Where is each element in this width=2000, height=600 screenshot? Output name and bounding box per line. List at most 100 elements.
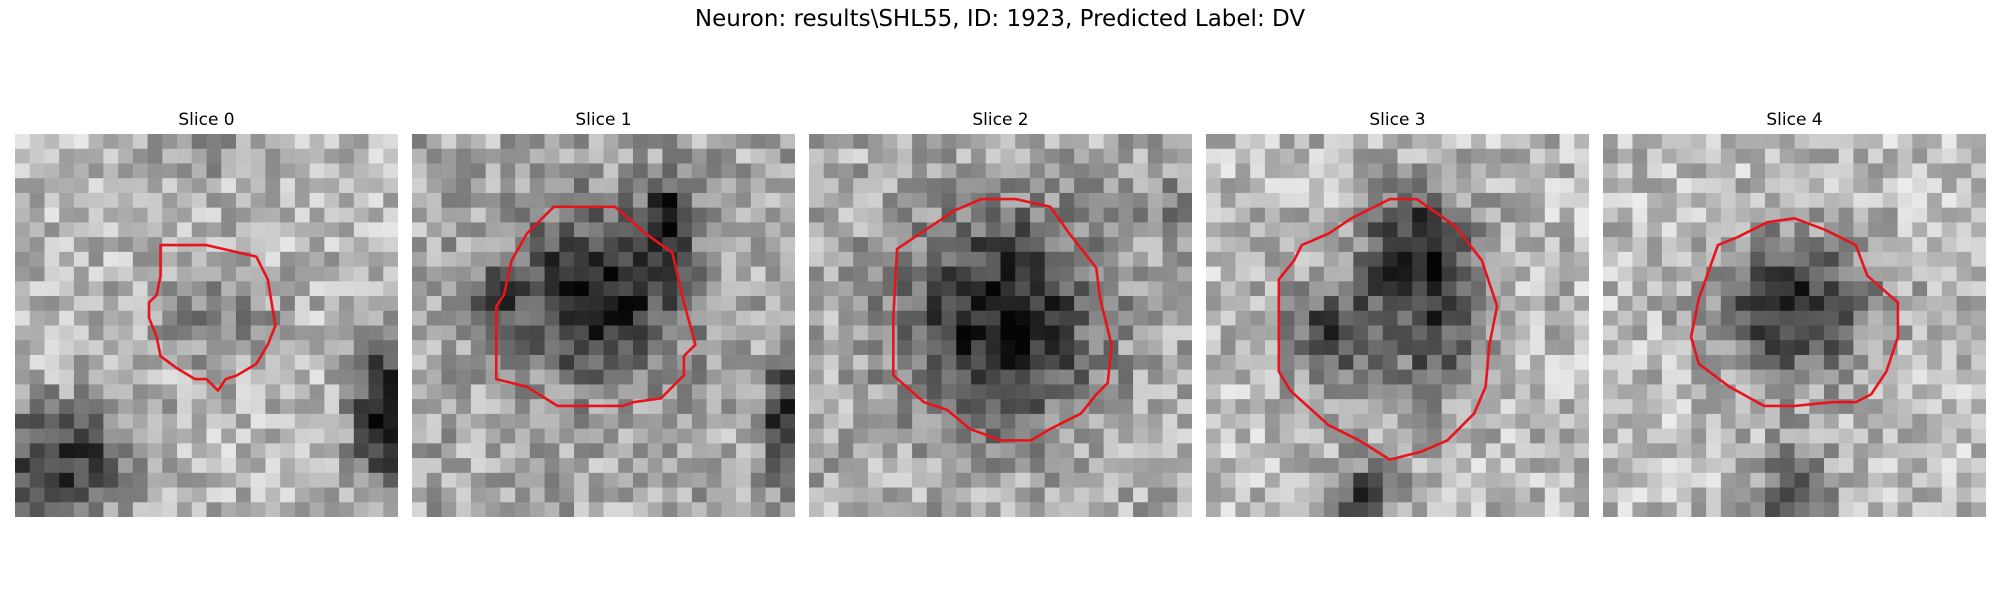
pixel-cell [1706, 413, 1722, 430]
pixel-cell [1617, 340, 1634, 356]
pixel-cell [780, 340, 795, 356]
pixel-cell [1279, 443, 1295, 459]
pixel-cell [1147, 222, 1164, 238]
pixel-cell [1661, 487, 1678, 503]
pixel-cell [1603, 310, 1619, 327]
pixel-cell [691, 384, 708, 400]
pixel-cell [1206, 163, 1222, 179]
pixel-cell [1809, 251, 1825, 268]
pixel-cell [1264, 458, 1281, 474]
pixel-cell [603, 384, 619, 400]
pixel-cell [1559, 502, 1575, 517]
pixel-cell [1765, 296, 1781, 312]
pixel-cell [677, 399, 693, 415]
pixel-cell [147, 178, 163, 194]
pixel-cell [103, 369, 119, 386]
pixel-cell [1750, 178, 1766, 194]
pixel-cell [1603, 413, 1619, 430]
pixel-cell [1530, 207, 1546, 223]
pixel-cell [823, 310, 840, 327]
pixel-cell [1500, 148, 1516, 165]
pixel-cell [750, 296, 767, 312]
pixel-cell [1617, 325, 1634, 341]
pixel-cell [838, 472, 854, 489]
pixel-cell [1250, 502, 1266, 517]
pixel-cell [1118, 310, 1134, 327]
pixel-cell [485, 148, 501, 165]
pixel-cell [765, 237, 781, 253]
pixel-cell [1456, 134, 1472, 150]
pixel-cell [941, 369, 957, 386]
pixel-cell [383, 369, 398, 386]
pixel-cell [1074, 325, 1090, 341]
pixel-cell [1147, 443, 1164, 459]
pixel-cell [162, 266, 178, 282]
pixel-cell [29, 207, 46, 223]
pixel-cell [500, 472, 516, 489]
pixel-cell [647, 251, 664, 268]
pixel-cell [441, 340, 457, 356]
pixel-cell [368, 148, 384, 165]
pixel-cell [867, 251, 884, 268]
pixel-cell [1603, 443, 1619, 459]
pixel-cell [632, 310, 649, 327]
pixel-cell [809, 207, 825, 223]
pixel-cell [1927, 310, 1943, 327]
pixel-cell [1177, 222, 1192, 238]
pixel-cell [1338, 399, 1354, 415]
pixel-cell [235, 340, 252, 356]
pixel-cell [632, 428, 649, 444]
pixel-cell [588, 325, 605, 341]
pixel-cell [853, 458, 869, 474]
pixel-cell [1661, 369, 1678, 386]
pixel-cell [1250, 428, 1266, 444]
pixel-cell [1632, 310, 1648, 327]
pixel-cell [191, 251, 208, 268]
pixel-cell [823, 222, 840, 238]
pixel-cell [1368, 384, 1384, 400]
pixel-cell [470, 296, 487, 312]
pixel-cell [1544, 296, 1561, 312]
pixel-cell [662, 310, 678, 327]
pixel-cell [265, 251, 281, 268]
pixel-cell [632, 325, 649, 341]
pixel-cell [867, 399, 884, 415]
pixel-cell [574, 163, 590, 179]
pixel-cell [1750, 266, 1766, 282]
pixel-cell [88, 266, 104, 282]
pixel-cell [1000, 192, 1016, 209]
pixel-cell [1220, 148, 1237, 165]
pixel-cell [1103, 222, 1119, 238]
pixel-cell [103, 266, 119, 282]
pixel-cell [1941, 428, 1958, 444]
pixel-cell [221, 192, 237, 209]
pixel-cell [1118, 458, 1134, 474]
pixel-cell [1118, 222, 1134, 238]
pixel-cell [1177, 148, 1192, 165]
pixel-cell [59, 281, 75, 297]
pixel-cell [1706, 148, 1722, 165]
pixel-cell [191, 148, 208, 165]
pixel-cell [1485, 207, 1502, 223]
pixel-cell [926, 428, 943, 444]
pixel-cell [574, 413, 590, 430]
pixel-cell [941, 354, 957, 371]
pixel-cell [780, 281, 795, 297]
pixel-cell [1750, 163, 1766, 179]
pixel-cell [1353, 178, 1369, 194]
pixel-cell [603, 413, 619, 430]
pixel-cell [765, 340, 781, 356]
pixel-cell [1823, 237, 1840, 253]
pixel-cell [529, 237, 546, 253]
pixel-cell [867, 237, 884, 253]
pixel-cell [44, 207, 60, 223]
pixel-cell [662, 428, 678, 444]
pixel-cell [1368, 487, 1384, 503]
pixel-cell [1309, 487, 1325, 503]
pixel-cell [736, 458, 752, 474]
pixel-cell [132, 134, 149, 150]
pixel-cell [1426, 458, 1443, 474]
pixel-cell [1927, 325, 1943, 341]
pixel-cell [912, 413, 928, 430]
pixel-cell [809, 340, 825, 356]
